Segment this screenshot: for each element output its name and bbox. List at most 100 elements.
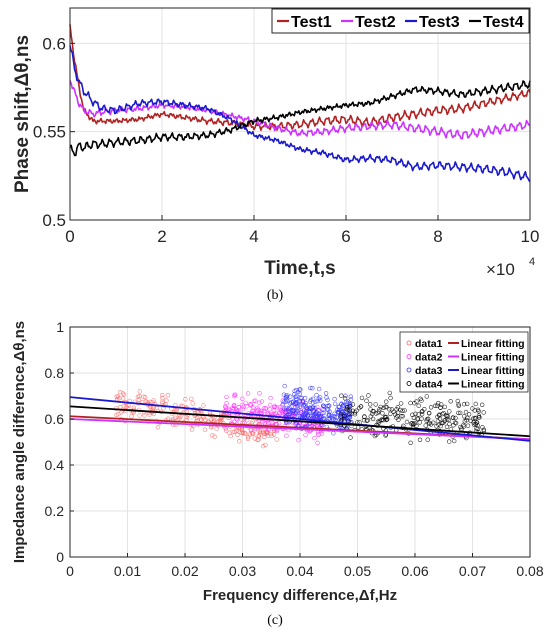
chart-c-data-point [303,432,308,438]
chart-c-data-point [384,417,389,423]
chart-c-data-point [408,400,413,406]
chart-c-data-point [295,403,300,409]
chart-b-ytick-label: 0.55 [33,123,66,142]
chart-c-data-point [287,411,292,417]
chart-c-data-point [143,395,148,400]
chart-c-data-point [214,426,219,431]
chart-c-data-point [481,410,486,415]
chart-c-data-point [210,433,215,438]
chart-c-data-point [183,397,188,402]
chart-c-data-point [395,410,401,415]
chart-c-ytick-label: 0.2 [45,503,65,519]
chart-c-data-point [137,389,143,394]
chart-c-data-point [480,425,485,430]
chart-c: 0 0.01 0.02 0.03 0.04 0.05 0.06 0.07 0.08 0 0.2 0.4… [11,319,544,628]
chart-c-data-point [366,393,371,398]
chart-c-xtick-label: 0 [66,563,74,579]
chart-c-data-point [245,391,251,396]
chart-c-data-point [297,398,302,403]
chart-c-data-point [358,404,364,409]
chart-c-data-point [302,395,308,401]
chart-c-data-point [410,422,416,427]
chart-c-data-point [446,417,452,423]
chart-c-data-point [240,407,246,412]
chart-c-data-point [326,413,331,418]
chart-c-data-point [461,402,467,407]
chart-c-data-point [404,419,410,425]
chart-c-data-point [271,407,277,413]
chart-c-data-point [120,391,126,396]
chart-c-data-point [388,395,393,401]
chart-c-data-point [368,402,373,407]
chart-c-data-point [137,394,142,399]
chart-c-data-point [441,420,446,425]
chart-c-xtick-label: 0.07 [459,563,486,579]
chart-c-data-point [259,428,264,433]
chart-c-legend-fit-label: Linear fitting [461,365,525,377]
chart-c-data-point [290,408,295,413]
chart-c-data-point [336,407,342,413]
chart-c-data-point [447,421,452,427]
chart-c-data-point [461,424,467,429]
chart-c-data-point [383,415,388,420]
chart-c-data-point [417,420,422,425]
chart-c-data-point [294,408,299,413]
chart-c-data-point [310,386,315,391]
chart-c-data-point [244,404,249,409]
chart-c-legend-fit-label: Linear fitting [461,379,525,391]
chart-b-series-line [69,80,531,157]
chart-c-data-point [335,407,340,412]
chart-c-data-point [463,409,469,415]
chart-c-data-point [173,415,178,421]
chart-c-data-point [332,401,338,407]
chart-c-legend-marker [406,381,412,386]
chart-c-data-point [267,402,273,408]
chart-c-data-point [378,404,383,410]
chart-c-data-point [466,412,472,417]
chart-c-data-point [465,401,470,407]
chart-c-data-point [345,407,351,413]
chart-c-data-point [343,393,348,398]
chart-c-xtick-label: 0.08 [516,563,543,579]
chart-c-data-point [240,396,245,401]
chart-b: 0 2 4 6 8 10 0.5 0.55 0.6 Phase shift,Δθ,ns Time… [12,7,539,303]
chart-c-data-point [232,429,237,434]
chart-c-ticks: 0 0.01 0.02 0.03 0.04 0.05 0.06 0.07 0.08 0 0.2 0.4… [45,319,544,579]
chart-c-data-point [453,415,458,421]
chart-b-xlabel: Time,t,s [264,258,335,279]
chart-c-legend-label: data1 [415,338,443,350]
chart-b-ytick-label: 0.6 [42,34,66,53]
chart-c-data-point [368,414,373,419]
chart-c-data-point [476,413,482,418]
chart-b-xtick-label: 8 [433,227,442,246]
chart-b-panel-label: (b) [267,288,284,303]
chart-c-data-point [341,416,347,422]
chart-c-data-point [147,412,152,417]
chart-c-data-point [294,401,299,406]
chart-c-data-point [240,430,246,435]
chart-c-data-point [116,412,121,417]
chart-c-data-point [199,417,204,423]
chart-c-data-point [321,407,326,412]
chart-c-data-point [310,400,316,405]
chart-c-data-point [303,403,308,408]
chart-c-data-point [416,403,421,408]
chart-c-data-point [434,424,439,429]
chart-c-data-point [232,392,238,397]
chart-c-data-point [419,409,424,414]
chart-c-data-point [377,407,382,412]
chart-c-data-point [376,409,382,414]
chart-c-data-point [265,419,270,425]
chart-c-data-point [388,411,393,417]
chart-c-data-point [184,414,189,420]
chart-c-data-point [251,405,256,410]
chart-c-data-point [364,398,369,403]
chart-c-data-point [391,409,396,414]
chart-c-data-point [293,400,299,405]
chart-c-data-point [339,417,344,422]
chart-c-data-point [301,413,306,418]
chart-c-data-point [202,427,208,432]
chart-b-legend-label: Test1 [291,14,332,31]
chart-c-data-point [327,409,332,414]
chart-c-data-point [426,421,432,427]
